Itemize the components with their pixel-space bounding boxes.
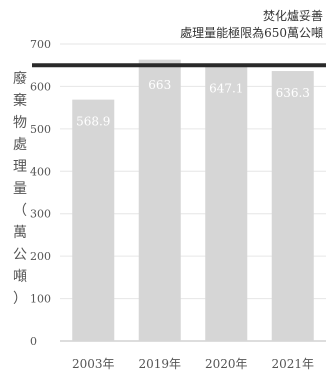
x-tick-label: 2019年 xyxy=(138,357,181,371)
y-axis-label-char: 處 xyxy=(13,137,27,153)
y-tick-label: 300 xyxy=(30,208,51,221)
y-tick-label: 0 xyxy=(30,335,37,348)
y-tick-label: 500 xyxy=(30,123,51,136)
y-axis-label-char: 萬 xyxy=(13,225,27,241)
annotation-line-1: 焚化爐妥善 xyxy=(263,8,323,23)
y-axis-label-char: 噸 xyxy=(13,269,27,285)
bar xyxy=(271,71,314,341)
bar-value-label: 636.3 xyxy=(276,86,310,100)
y-tick-label: 700 xyxy=(30,38,51,51)
y-tick-label: 100 xyxy=(30,293,51,306)
y-axis-label-char: 物 xyxy=(13,115,27,131)
x-tick-label: 2003年 xyxy=(72,357,115,371)
y-tick-label: 400 xyxy=(30,165,51,178)
bar-value-label: 647.1 xyxy=(209,81,243,95)
x-tick-label: 2021年 xyxy=(271,357,314,371)
bar-value-label: 663 xyxy=(148,78,171,92)
x-tick-label: 2020年 xyxy=(205,357,248,371)
y-tick-label: 600 xyxy=(30,80,51,93)
y-axis-label-char: 棄 xyxy=(13,93,27,109)
annotation-line-2: 處理量能極限為650萬公噸 xyxy=(180,25,323,40)
y-axis-label-char: 廢 xyxy=(13,71,27,87)
y-tick-label: 200 xyxy=(30,250,51,263)
y-axis-label-char: 理 xyxy=(13,159,27,175)
bar-value-label: 568.9 xyxy=(76,115,110,129)
y-axis-label-char: ） xyxy=(13,291,27,307)
y-axis-label-char: 公 xyxy=(13,247,27,263)
y-axis-label-char: （ xyxy=(13,203,27,219)
bar xyxy=(205,66,248,342)
bar xyxy=(72,99,115,341)
y-axis-label-char: 量 xyxy=(13,181,27,197)
bar xyxy=(138,59,181,341)
